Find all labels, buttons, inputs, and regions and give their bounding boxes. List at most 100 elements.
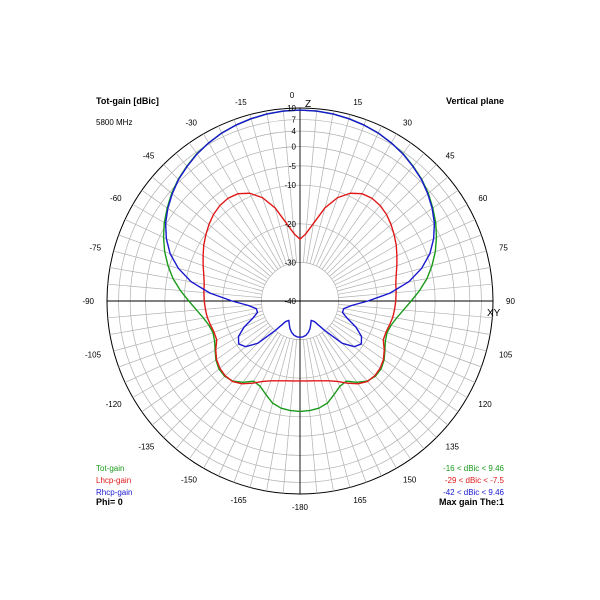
spoke-200 bbox=[233, 337, 288, 483]
angle-labels: 10 7 4 0 -5 -10 -20 -30 -40 0 15 30 45 60 75 90 105 120 13… bbox=[82, 91, 515, 512]
angle-label-270: -90 bbox=[82, 297, 94, 306]
spoke-205 bbox=[218, 335, 285, 477]
spoke-185 bbox=[282, 339, 297, 494]
angle-label-315: -45 bbox=[143, 151, 155, 160]
spoke-155 bbox=[315, 335, 382, 477]
spoke-70 bbox=[336, 234, 482, 289]
spoke-230 bbox=[151, 325, 271, 426]
spoke-305 bbox=[141, 190, 269, 280]
angle-label-225: -135 bbox=[138, 443, 155, 452]
spoke-45 bbox=[327, 164, 437, 274]
spoke-85 bbox=[338, 283, 493, 298]
spoke-325 bbox=[189, 142, 279, 270]
spoke-345 bbox=[249, 114, 291, 264]
ring-label-5: -10 bbox=[284, 181, 296, 190]
phi-label: Phi= 0 bbox=[96, 497, 123, 507]
spoke-315 bbox=[163, 164, 273, 274]
angle-label-285: -75 bbox=[89, 244, 101, 253]
spoke-280 bbox=[109, 267, 263, 295]
angle-label-210: -150 bbox=[181, 475, 198, 484]
spoke-335 bbox=[218, 125, 285, 267]
spoke-110 bbox=[336, 313, 482, 368]
spoke-225 bbox=[163, 328, 273, 438]
angle-label-0: 0 bbox=[290, 91, 295, 100]
spoke-95 bbox=[338, 304, 493, 319]
spoke-100 bbox=[337, 307, 491, 335]
legend-name-rhcp: Rhcp-gain bbox=[96, 488, 132, 497]
spoke-10 bbox=[306, 110, 334, 264]
spoke-105 bbox=[337, 310, 487, 352]
legend-range-rhcp: -42 < dBic < 9.46 bbox=[443, 488, 504, 497]
spoke-265 bbox=[107, 304, 262, 319]
spoke-20 bbox=[312, 119, 367, 265]
spoke-60 bbox=[333, 204, 468, 283]
spoke-310 bbox=[151, 176, 271, 277]
angle-label-255: -105 bbox=[85, 350, 102, 359]
spoke-350 bbox=[266, 110, 294, 264]
angle-label-240: -120 bbox=[106, 400, 123, 409]
spoke-135 bbox=[327, 328, 437, 438]
spoke-160 bbox=[312, 337, 367, 483]
spoke-355 bbox=[282, 108, 297, 263]
angle-label-150: 150 bbox=[403, 475, 417, 484]
ring-label-7: -30 bbox=[284, 258, 296, 267]
angle-label-90: 90 bbox=[506, 297, 515, 306]
spoke-190 bbox=[266, 338, 294, 492]
ring-label-1: 7 bbox=[292, 116, 297, 125]
spoke-115 bbox=[334, 316, 476, 383]
angle-label-60: 60 bbox=[478, 194, 487, 203]
spoke-130 bbox=[329, 325, 449, 426]
legend-name-lhcp: Lhcp-gain bbox=[96, 476, 131, 485]
angle-label-120: 120 bbox=[478, 400, 492, 409]
plane-label: Vertical plane bbox=[446, 96, 504, 106]
spoke-165 bbox=[309, 338, 351, 488]
polar-grid bbox=[106, 107, 494, 495]
chart-title: Tot-gain [dBic] bbox=[96, 96, 159, 106]
spoke-175 bbox=[303, 339, 318, 494]
legend-range-lhcp: -29 < dBic < -7.5 bbox=[445, 476, 505, 485]
spoke-170 bbox=[306, 338, 334, 492]
spoke-80 bbox=[337, 267, 491, 295]
spoke-55 bbox=[331, 190, 459, 280]
max-gain-label: Max gain The:1 bbox=[439, 497, 504, 507]
spoke-125 bbox=[331, 322, 459, 412]
spoke-140 bbox=[324, 330, 425, 450]
spoke-195 bbox=[249, 338, 291, 488]
spoke-25 bbox=[315, 125, 382, 267]
legend-range-tot: -16 < dBic < 9.46 bbox=[443, 464, 504, 473]
angle-label-330: -30 bbox=[185, 119, 197, 128]
angle-label-345: -15 bbox=[235, 98, 247, 107]
spoke-145 bbox=[321, 332, 411, 460]
angle-label-45: 45 bbox=[446, 151, 455, 160]
spoke-50 bbox=[329, 176, 449, 277]
spoke-40 bbox=[324, 152, 425, 272]
spoke-295 bbox=[124, 219, 266, 286]
spoke-235 bbox=[141, 322, 269, 412]
spoke-320 bbox=[175, 152, 276, 272]
spoke-120 bbox=[333, 319, 468, 398]
series-layer bbox=[162, 109, 438, 413]
spoke-5 bbox=[303, 108, 318, 263]
ring-label-2: 4 bbox=[292, 127, 297, 136]
angle-label-195: -165 bbox=[231, 496, 248, 505]
ring-label-6: -20 bbox=[284, 220, 296, 229]
spoke-215 bbox=[189, 332, 279, 460]
ring-label-4: -5 bbox=[289, 162, 297, 171]
spoke-240 bbox=[132, 319, 267, 398]
spoke-340 bbox=[233, 119, 288, 265]
spoke-75 bbox=[337, 250, 487, 292]
spoke-65 bbox=[334, 219, 476, 286]
angle-label-300: -60 bbox=[110, 194, 122, 203]
angle-label-165: 165 bbox=[353, 496, 367, 505]
spoke-245 bbox=[124, 316, 266, 383]
angle-label-15: 15 bbox=[353, 98, 362, 107]
angle-label-75: 75 bbox=[499, 244, 508, 253]
spoke-300 bbox=[132, 204, 267, 283]
legend-name-tot: Tot-gain bbox=[96, 464, 124, 473]
spoke-290 bbox=[118, 234, 264, 289]
spoke-285 bbox=[113, 250, 263, 292]
spoke-30 bbox=[318, 133, 397, 268]
series-lhcp-gain bbox=[202, 192, 398, 385]
spoke-260 bbox=[109, 307, 263, 335]
